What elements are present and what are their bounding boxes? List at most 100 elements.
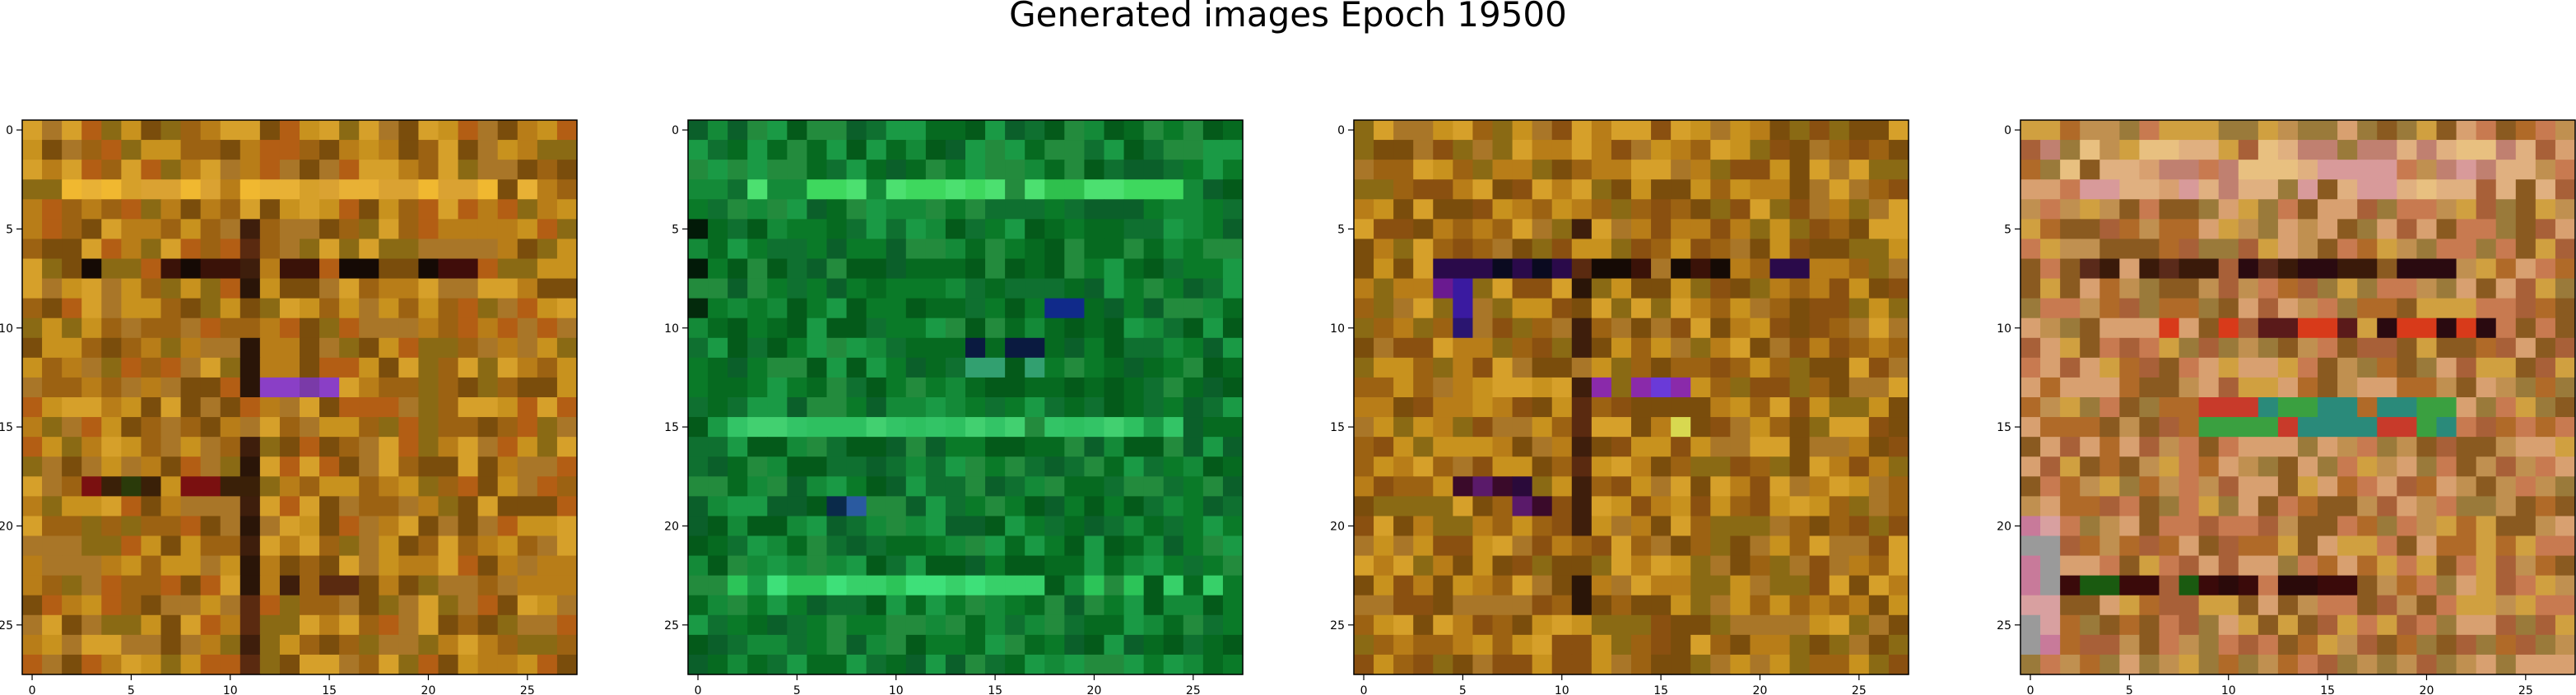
pixel-cell xyxy=(279,516,300,537)
pixel-cell xyxy=(2060,239,2081,260)
pixel-cell xyxy=(2178,140,2200,160)
pixel-cell xyxy=(1005,535,1025,557)
pixel-cell xyxy=(418,120,439,141)
pixel-cell xyxy=(458,120,479,141)
pixel-cell xyxy=(2178,219,2200,240)
pixel-cell xyxy=(1690,496,1711,517)
pixel-cell xyxy=(985,239,1006,260)
pixel-cell xyxy=(1809,357,1830,378)
pixel-cell xyxy=(1374,140,1394,160)
pixel-cell xyxy=(787,614,808,636)
pixel-cell xyxy=(497,654,518,675)
pixel-cell xyxy=(965,397,986,418)
pixel-cell xyxy=(239,199,261,220)
pixel-cell xyxy=(728,614,748,636)
pixel-cell xyxy=(81,179,102,200)
pixel-cell xyxy=(379,219,399,240)
pixel-cell xyxy=(1433,337,1453,359)
pixel-cell xyxy=(1005,278,1025,299)
pixel-cell xyxy=(826,377,848,398)
pixel-cell xyxy=(497,456,518,477)
pixel-cell xyxy=(2218,397,2239,418)
pixel-cell xyxy=(1084,337,1105,359)
pixel-cell xyxy=(2040,614,2061,636)
pixel-cell xyxy=(787,417,808,438)
pixel-cell xyxy=(2099,298,2120,319)
pixel-cell xyxy=(339,535,360,557)
pixel-cell xyxy=(1005,496,1025,517)
pixel-cell xyxy=(200,456,221,477)
pixel-cell xyxy=(1750,516,1771,537)
pixel-cell xyxy=(1829,199,1850,220)
pixel-cell xyxy=(688,417,709,438)
pixel-cell xyxy=(1433,555,1453,577)
pixel-cell xyxy=(2555,654,2576,675)
pixel-cell xyxy=(458,535,479,557)
pixel-cell xyxy=(1551,278,1573,299)
pixel-cell xyxy=(1671,317,1691,339)
pixel-cell xyxy=(2535,140,2556,160)
pixel-cell xyxy=(2318,417,2338,438)
pixel-cell xyxy=(2456,397,2477,418)
pixel-cell xyxy=(200,219,221,240)
pixel-cell xyxy=(2277,357,2299,378)
pixel-cell xyxy=(866,575,887,596)
pixel-cell xyxy=(279,179,300,200)
pixel-cell xyxy=(497,219,518,240)
pixel-cell xyxy=(2119,476,2141,497)
pixel-cell xyxy=(1611,298,1632,319)
pixel-cell xyxy=(1571,278,1593,299)
pixel-cell xyxy=(2298,476,2318,497)
pixel-cell xyxy=(708,278,728,299)
pixel-cell xyxy=(1064,120,1086,141)
pixel-cell xyxy=(728,357,748,378)
pixel-cell xyxy=(556,298,578,319)
pixel-cell xyxy=(1631,160,1652,180)
pixel-cell xyxy=(767,278,788,299)
pixel-cell xyxy=(517,456,538,477)
pixel-cell xyxy=(1472,516,1494,537)
pixel-cell xyxy=(2119,298,2141,319)
pixel-cell xyxy=(1202,575,1224,596)
pixel-cell xyxy=(807,377,828,398)
pixel-cell xyxy=(1044,160,1065,180)
pixel-cell xyxy=(497,476,518,497)
pixel-cell xyxy=(22,437,43,457)
pixel-cell xyxy=(826,634,848,656)
pixel-cell xyxy=(1143,199,1165,220)
pixel-cell xyxy=(866,437,887,457)
pixel-cell xyxy=(300,397,320,418)
pixel-cell xyxy=(1123,535,1145,557)
pixel-cell xyxy=(62,317,82,339)
pixel-cell xyxy=(1888,456,1909,477)
pixel-cell xyxy=(965,614,986,636)
pixel-cell xyxy=(2456,595,2477,616)
pixel-cell xyxy=(1472,239,1494,260)
pixel-cell xyxy=(42,140,63,160)
pixel-cell xyxy=(2277,476,2299,497)
pixel-cell xyxy=(2476,555,2497,577)
pixel-cell xyxy=(1571,377,1593,398)
pixel-cell xyxy=(2238,496,2259,517)
pixel-cell xyxy=(945,476,966,497)
pixel-cell xyxy=(2040,179,2061,200)
pixel-cell xyxy=(1433,654,1453,675)
pixel-cell xyxy=(1512,199,1533,220)
pixel-cell xyxy=(1222,654,1244,675)
pixel-cell xyxy=(2495,199,2517,220)
pixel-cell xyxy=(2535,160,2556,180)
pixel-cell xyxy=(438,397,459,418)
pixel-cell xyxy=(1143,614,1165,636)
pixel-cell xyxy=(688,239,709,260)
pixel-cell xyxy=(2337,239,2358,260)
pixel-cell xyxy=(2495,535,2517,557)
pixel-cell xyxy=(866,377,887,398)
pixel-cell xyxy=(1492,654,1514,675)
pixel-cell xyxy=(2318,634,2338,656)
pixel-cell xyxy=(556,614,578,636)
pixel-cell xyxy=(1512,397,1533,418)
pixel-cell xyxy=(2218,317,2239,339)
pixel-cell xyxy=(220,377,241,398)
pixel-cell xyxy=(1163,417,1184,438)
pixel-cell xyxy=(708,199,728,220)
